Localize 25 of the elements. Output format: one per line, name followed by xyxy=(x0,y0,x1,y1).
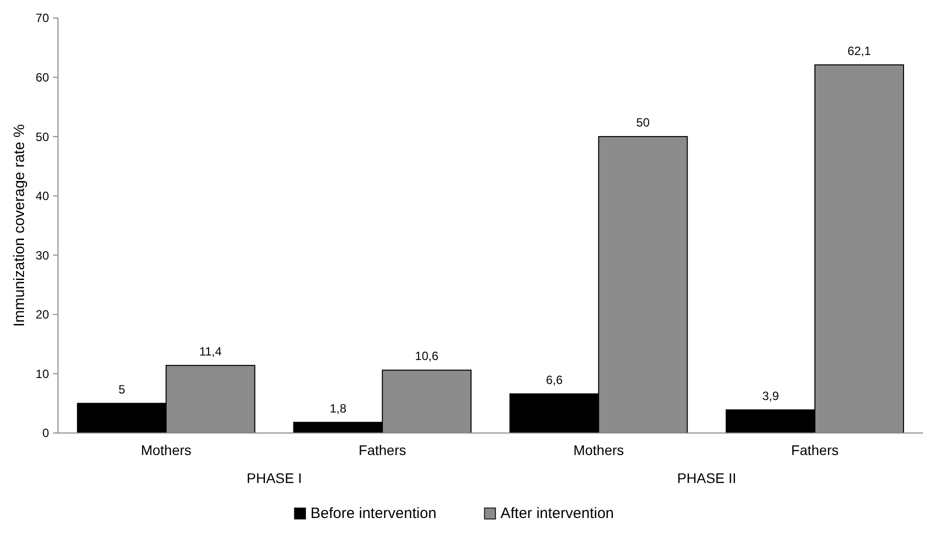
x-tick-label: Fathers xyxy=(791,442,839,458)
data-label: 6,6 xyxy=(546,372,563,387)
data-label: 50 xyxy=(636,116,650,130)
data-label: 62,1 xyxy=(848,44,872,58)
data-label: 3,9 xyxy=(762,388,780,403)
y-tick-label: 30 xyxy=(36,248,50,262)
data-label: 10,6 xyxy=(415,349,439,364)
x-tick-label: Mothers xyxy=(140,442,192,458)
text: PHASE I xyxy=(246,470,302,486)
y-tick-label: 40 xyxy=(36,189,50,204)
data-label: 5 xyxy=(118,382,126,396)
data-label: 11,4 xyxy=(199,344,222,358)
x-tick-label: Fathers xyxy=(358,442,406,458)
y-tick-label: 70 xyxy=(36,11,50,26)
x-tick-label: Mothers xyxy=(573,442,624,458)
data-label: 1,8 xyxy=(330,401,347,416)
y-tick-label: 10 xyxy=(36,366,50,381)
legend-label: Before intervention xyxy=(310,505,436,522)
text: PHASE II xyxy=(677,470,736,486)
y-tick-label: 20 xyxy=(36,308,50,322)
y-tick-label: 50 xyxy=(36,130,50,144)
y-tick-label: 60 xyxy=(36,70,50,84)
y-axis-title: Immunization coverage rate % xyxy=(11,124,28,327)
y-tick-label: 0 xyxy=(42,426,50,440)
legend-label: After intervention xyxy=(500,505,614,522)
